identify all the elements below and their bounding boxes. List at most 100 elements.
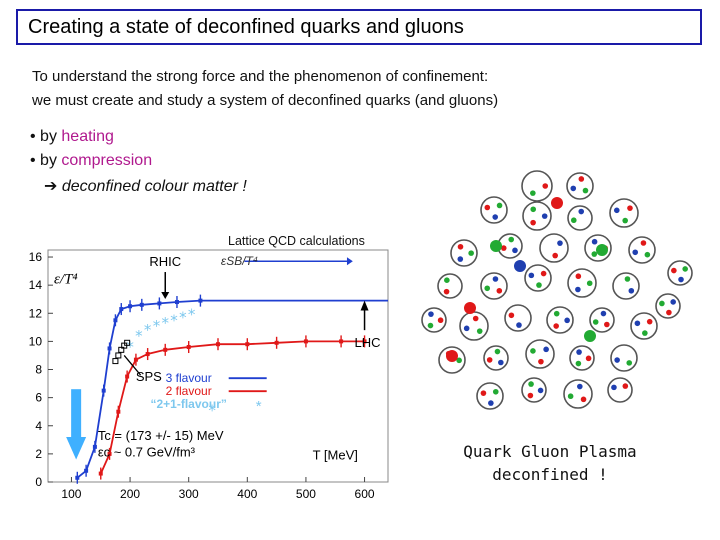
quark-dot xyxy=(484,204,491,211)
quark-dot xyxy=(428,311,434,317)
quark-dot xyxy=(528,272,535,279)
legend-label: 2 flavour xyxy=(166,384,212,398)
quark-dot xyxy=(512,247,518,254)
gluon-blob xyxy=(490,240,502,252)
quark-dot xyxy=(634,320,641,327)
qgp-caption-line-1: Quark Gluon Plasma xyxy=(463,442,637,461)
quark-dot xyxy=(486,357,493,363)
bullet-prefix: • by xyxy=(30,152,62,169)
data-point xyxy=(198,298,203,303)
quark-dot xyxy=(646,318,653,325)
bullet-compression: • by compression xyxy=(30,152,152,170)
hadron-bubble xyxy=(524,264,552,292)
hadron-bubble xyxy=(476,382,504,410)
quark-dot xyxy=(575,360,582,367)
hadron-bubble xyxy=(612,272,640,300)
quark-dot xyxy=(496,287,503,294)
quark-dot xyxy=(457,256,464,262)
quark-gluon-plasma-illustration xyxy=(421,170,693,410)
legend-star: * xyxy=(256,398,262,415)
gluon-blob xyxy=(514,260,526,272)
data-point xyxy=(145,352,150,357)
data-point xyxy=(303,339,308,344)
quark-dot xyxy=(666,309,672,316)
lhc-arrow-head xyxy=(360,300,369,311)
x-tick-label: 200 xyxy=(120,487,140,501)
data-point xyxy=(163,347,168,352)
data-point xyxy=(339,339,344,344)
quark-dot xyxy=(516,322,522,328)
right-arrow-icon: ➔ xyxy=(44,178,58,195)
quark-dot xyxy=(622,217,628,224)
gluon-blob xyxy=(584,330,596,342)
hadron-bubble xyxy=(504,304,532,332)
quark-dot xyxy=(611,384,617,391)
quark-dot xyxy=(496,202,503,209)
data-point xyxy=(92,444,97,449)
star-marker: * xyxy=(126,338,134,356)
hadron-bubble xyxy=(607,377,633,403)
quark-dot xyxy=(492,388,499,395)
quark-dot xyxy=(642,330,648,336)
quark-dot xyxy=(536,282,542,288)
quark-dot xyxy=(678,276,684,283)
data-point xyxy=(101,388,106,393)
data-point xyxy=(274,340,279,345)
quark-dot xyxy=(626,360,633,366)
ec-text: εc ~ 0.7 GeV/fm³ xyxy=(98,445,196,460)
quark-dot xyxy=(622,383,629,389)
quark-dot xyxy=(644,251,651,258)
gluon-blob xyxy=(596,244,608,256)
title-box: Creating a state of deconfined quarks an… xyxy=(16,9,702,45)
data-point xyxy=(98,471,103,476)
quark-dot xyxy=(463,325,470,332)
bullet-keyword: heating xyxy=(61,128,114,145)
quark-dot xyxy=(508,236,515,243)
plot-frame xyxy=(47,249,389,483)
hadron-bubble xyxy=(421,307,447,333)
quark-dot xyxy=(488,400,494,406)
sps-label: SPS xyxy=(136,369,162,384)
star-marker: * xyxy=(135,327,143,345)
quark-dot xyxy=(498,359,504,366)
quark-dot xyxy=(586,280,593,287)
quark-dot xyxy=(570,217,577,224)
y-tick-label: 0 xyxy=(35,475,42,489)
rhic-arrow-head xyxy=(161,292,170,300)
quark-dot xyxy=(508,312,515,319)
quark-dot xyxy=(591,238,598,245)
quark-dot xyxy=(456,357,462,364)
data-point xyxy=(362,339,367,344)
hadron-bubble xyxy=(589,307,615,333)
hadron-bubble xyxy=(567,205,593,231)
hadron-bubble xyxy=(438,346,466,374)
data-point xyxy=(84,468,89,473)
legend-label: “2+1-flavour” xyxy=(151,397,227,411)
quark-dot xyxy=(530,219,536,226)
quark-dot xyxy=(575,273,582,280)
data-point xyxy=(113,318,118,323)
hadron-bubble xyxy=(539,233,569,263)
lhc-label: LHC xyxy=(354,335,380,350)
hadron-bubble xyxy=(563,379,593,409)
bullet-prefix: • by xyxy=(30,128,62,145)
intro-line-1: To understand the strong force and the p… xyxy=(32,68,489,85)
y-tick-label: 2 xyxy=(35,447,42,461)
hadron-bubble xyxy=(480,272,508,300)
hadron-bubble xyxy=(610,344,638,372)
star-marker: * xyxy=(179,308,187,326)
quark-dot xyxy=(682,266,688,272)
star-marker: * xyxy=(170,311,178,329)
hadron-bubble xyxy=(483,345,509,371)
hadron-bubble xyxy=(546,306,574,334)
quark-dot xyxy=(553,323,559,329)
hadron-bubble xyxy=(525,339,555,369)
sps-marker xyxy=(112,358,119,365)
quark-dot xyxy=(628,287,635,294)
slide-title: Creating a state of deconfined quarks an… xyxy=(28,16,464,38)
sps-marker xyxy=(115,352,122,359)
data-point xyxy=(107,451,112,456)
star-marker: * xyxy=(153,317,161,335)
quark-dot xyxy=(591,251,598,257)
hadron-bubble xyxy=(628,236,656,264)
